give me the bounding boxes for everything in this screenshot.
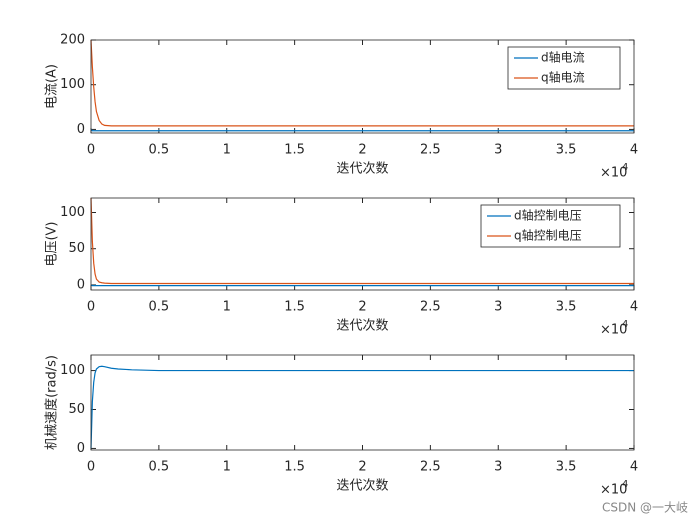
- legend-box: [507, 46, 621, 90]
- y-tick-label: 100: [60, 77, 85, 92]
- x-tick-label: 0: [87, 460, 95, 475]
- x-tick-label: 0: [87, 300, 95, 315]
- data-line: [90, 39, 634, 127]
- y-tick-label: 50: [68, 241, 85, 256]
- legend-label: d轴电流: [541, 50, 585, 65]
- x-tick-label: 3.5: [556, 300, 577, 315]
- legend-label: q轴电流: [541, 70, 585, 85]
- x-tick-label: 0.5: [149, 300, 170, 315]
- x-tick-label: 4: [630, 300, 638, 315]
- legend-label: q轴控制电压: [514, 228, 582, 243]
- x-exponent: 4: [622, 319, 628, 330]
- axes-box: [90, 354, 635, 451]
- x-tick-label: 3.5: [556, 460, 577, 475]
- x-tick-label: 1: [223, 300, 231, 315]
- y-tick-label: 0: [77, 441, 85, 456]
- y-tick-label: 50: [68, 402, 85, 417]
- x-tick-label: 2.5: [420, 300, 441, 315]
- x-tick-label: 0: [87, 143, 95, 158]
- x-exponent: 4: [622, 162, 628, 173]
- x-tick-label: 1: [223, 143, 231, 158]
- axes-box: [90, 197, 635, 291]
- x-tick-label: 3: [494, 460, 502, 475]
- x-tick-label: 2: [358, 300, 366, 315]
- x-axis-label: 迭代次数: [336, 161, 388, 177]
- y-tick-label: 100: [60, 205, 85, 220]
- y-tick-label: 0: [77, 277, 85, 292]
- x-tick-label: 4: [630, 143, 638, 158]
- x-multiplier: ×10: [600, 166, 627, 181]
- x-tick-label: 1.5: [284, 143, 305, 158]
- y-axis-label: 电压(V): [45, 221, 60, 266]
- x-tick-label: 3: [494, 300, 502, 315]
- x-exponent: 4: [622, 479, 628, 490]
- y-axis-label: 电流(A): [45, 64, 60, 109]
- axes-box: [90, 39, 635, 134]
- data-line: [90, 365, 634, 449]
- x-tick-label: 3: [494, 143, 502, 158]
- x-tick-label: 2.5: [420, 143, 441, 158]
- x-tick-label: 4: [630, 460, 638, 475]
- x-tick-label: 2.5: [420, 460, 441, 475]
- x-axis-label: 迭代次数: [336, 318, 388, 334]
- x-multiplier: ×10: [600, 323, 627, 338]
- axes-background: [91, 355, 634, 450]
- x-axis-label: 迭代次数: [336, 478, 388, 494]
- y-tick-label: 200: [60, 33, 85, 48]
- legend-box: [480, 204, 621, 248]
- x-tick-label: 2: [358, 460, 366, 475]
- x-tick-label: 0.5: [149, 143, 170, 158]
- x-tick-label: 1: [223, 460, 231, 475]
- y-tick-label: 100: [60, 363, 85, 378]
- legend-label: d轴控制电压: [514, 208, 582, 223]
- data-line: [90, 197, 634, 285]
- x-tick-label: 1.5: [284, 300, 305, 315]
- x-multiplier: ×10: [600, 483, 627, 498]
- x-tick-label: 2: [358, 143, 366, 158]
- x-tick-label: 1.5: [284, 460, 305, 475]
- data-line: [90, 128, 634, 132]
- y-axis-label: 机械速度(rad/s): [44, 355, 60, 450]
- watermark: CSDN @一大岐: [602, 501, 688, 515]
- y-tick-label: 0: [77, 122, 85, 137]
- x-tick-label: 3.5: [556, 143, 577, 158]
- data-line: [90, 284, 634, 287]
- x-tick-label: 0.5: [149, 460, 170, 475]
